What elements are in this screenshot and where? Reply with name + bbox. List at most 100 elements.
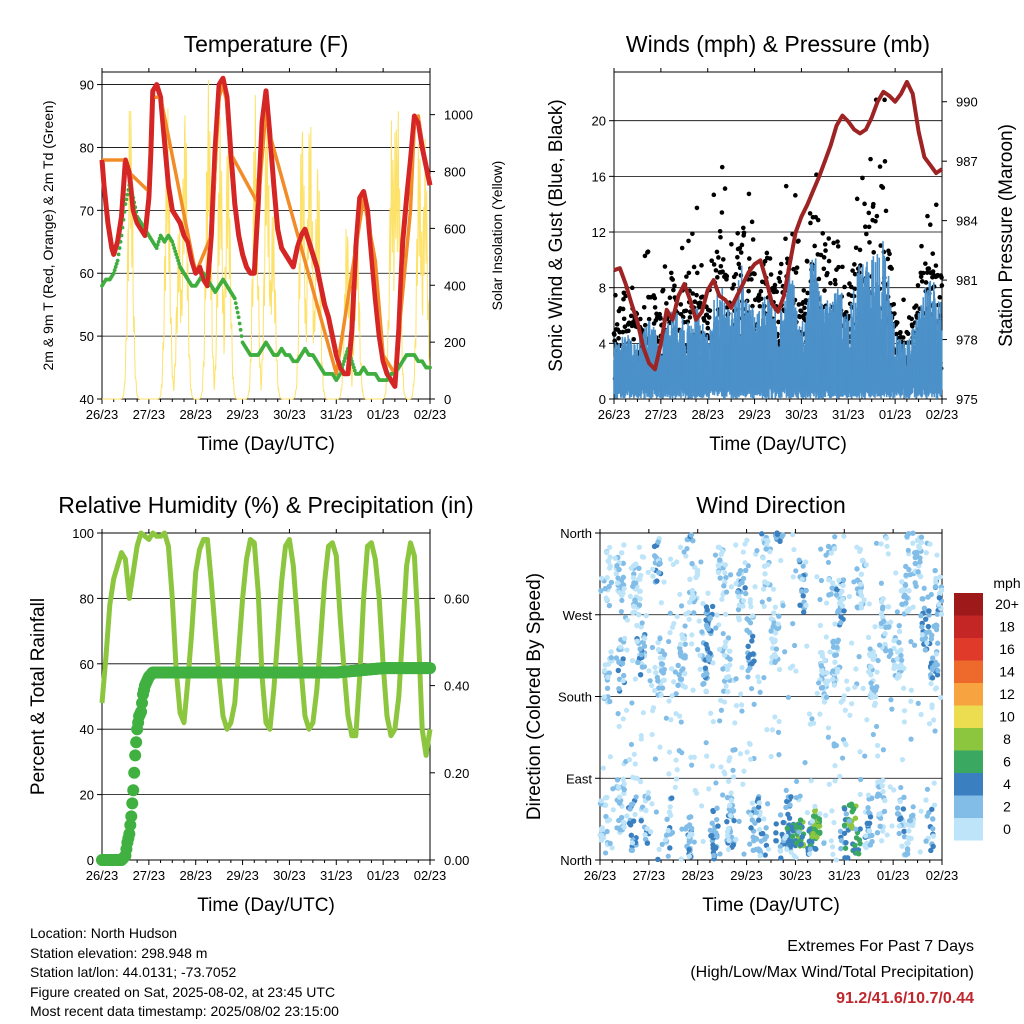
direction-point	[671, 679, 677, 685]
direction-point	[681, 636, 688, 642]
direction-point	[824, 670, 830, 676]
x-tick-label: 29/23	[226, 868, 259, 883]
direction-point	[916, 543, 922, 549]
gust-point	[694, 292, 699, 298]
direction-point	[742, 585, 748, 591]
direction-point	[864, 717, 870, 723]
direction-point	[711, 852, 717, 859]
direction-point	[899, 843, 905, 849]
direction-point	[814, 690, 820, 696]
dewpoint-point	[351, 365, 356, 370]
gust-point	[678, 302, 684, 307]
direction-point	[735, 606, 742, 613]
direction-point	[723, 639, 729, 645]
direction-point	[815, 823, 822, 829]
x-tick-label: 31/23	[828, 868, 861, 883]
direction-point	[905, 547, 911, 553]
direction-point	[867, 842, 874, 848]
direction-point	[621, 786, 627, 793]
gust-point	[746, 288, 751, 294]
direction-point	[628, 741, 635, 748]
direction-point	[791, 642, 798, 649]
direction-point	[607, 817, 613, 823]
y-right-tick-label: 600	[444, 221, 466, 236]
direction-point	[610, 807, 616, 813]
direction-point	[874, 830, 881, 836]
direction-point	[657, 560, 663, 566]
direction-point	[673, 691, 679, 697]
gust-point	[737, 245, 743, 251]
direction-point	[783, 804, 789, 811]
direction-point	[854, 566, 860, 572]
direction-point	[666, 771, 672, 777]
direction-point	[720, 630, 726, 637]
direction-point	[821, 699, 828, 705]
y-right-tick-label: 0.60	[444, 591, 469, 606]
direction-point	[708, 832, 715, 839]
direction-point	[776, 752, 782, 758]
direction-point	[753, 809, 759, 816]
direction-point	[806, 711, 813, 717]
direction-point	[832, 534, 838, 540]
direction-point	[819, 684, 826, 691]
direction-point	[771, 620, 777, 626]
direction-point	[630, 575, 637, 581]
direction-point	[902, 822, 908, 828]
direction-point	[704, 646, 711, 652]
direction-point	[602, 662, 608, 668]
direction-point	[710, 660, 716, 666]
direction-point	[926, 608, 932, 614]
gust-point	[692, 299, 698, 305]
gust-point	[741, 225, 746, 231]
direction-point	[908, 639, 914, 645]
direction-point	[637, 671, 644, 678]
direction-point	[772, 604, 778, 610]
precip-point	[125, 810, 138, 823]
gust-point	[631, 336, 636, 342]
direction-point	[773, 830, 779, 836]
direction-point	[839, 755, 846, 761]
direction-point	[918, 808, 924, 814]
direction-point	[631, 751, 637, 757]
direction-point	[878, 580, 884, 586]
direction-point	[856, 837, 863, 843]
direction-point	[675, 662, 681, 669]
gust-point	[840, 264, 845, 270]
direction-point	[749, 685, 755, 692]
direction-point	[650, 573, 656, 579]
direction-point	[871, 702, 878, 709]
direction-point	[621, 635, 628, 641]
direction-point	[630, 603, 637, 609]
direction-point	[599, 575, 605, 581]
x-tick-label: 29/23	[730, 868, 763, 883]
gust-point	[685, 319, 691, 325]
direction-point	[780, 603, 786, 609]
gust-point	[724, 273, 730, 279]
gust-point	[612, 332, 617, 337]
direction-point	[777, 848, 784, 854]
direction-point	[866, 651, 873, 657]
direction-point	[607, 698, 613, 705]
direction-point	[717, 575, 723, 581]
direction-point	[835, 607, 842, 614]
direction-point	[598, 587, 604, 594]
gust-point	[720, 269, 725, 274]
direction-point	[923, 797, 929, 803]
direction-point	[855, 851, 862, 857]
direction-point	[632, 775, 638, 781]
gust-point	[626, 328, 631, 334]
gust-point	[923, 280, 929, 285]
dewpoint-point	[343, 356, 347, 361]
y-axis-label: 2m & 9m T (Red, Orange) & 2m Td (Green)	[40, 101, 56, 371]
direction-point	[736, 593, 742, 600]
direction-point	[896, 628, 903, 635]
dewpoint-point	[113, 265, 118, 269]
gust-point	[684, 274, 689, 279]
x-tick-label: 01/23	[367, 407, 400, 422]
gust-point	[867, 240, 872, 245]
direction-point	[867, 814, 874, 820]
direction-point	[755, 674, 761, 680]
direction-point	[784, 825, 790, 831]
direction-point	[691, 610, 697, 616]
direction-point	[710, 719, 716, 725]
